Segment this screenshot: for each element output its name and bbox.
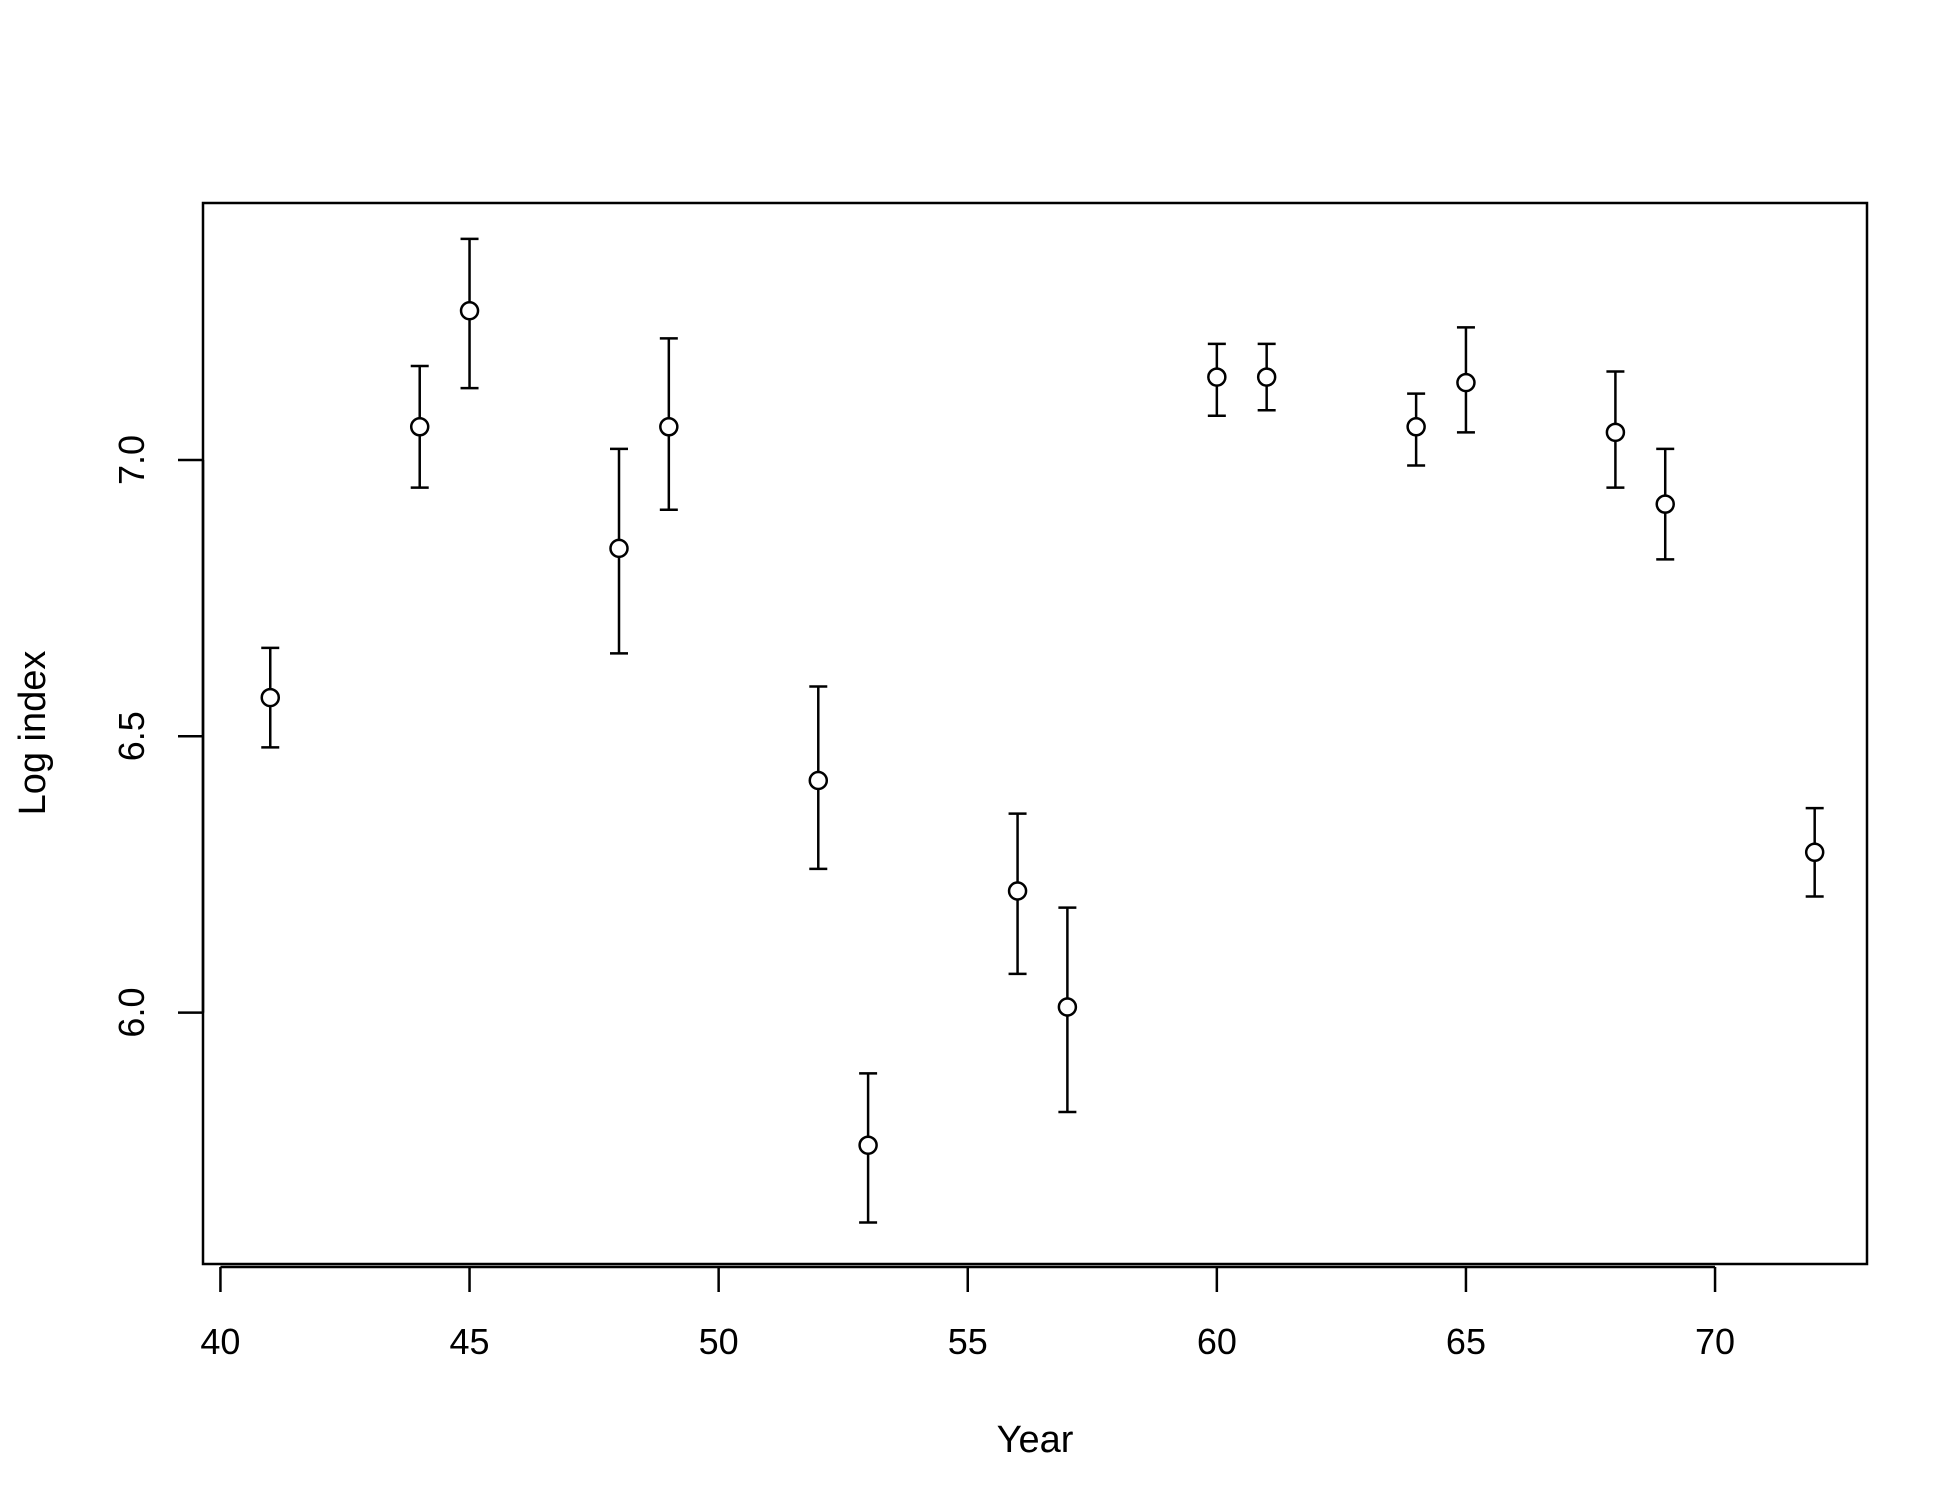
data-point: [260, 687, 281, 708]
data-point: [1605, 422, 1626, 443]
data-point: [1804, 842, 1825, 863]
x-tick-label: 60: [1197, 1321, 1237, 1362]
data-point: [858, 1135, 878, 1155]
data-point: [1655, 494, 1675, 514]
data-marks: [260, 237, 1825, 1224]
data-point: [1256, 367, 1277, 387]
data-point: [1406, 417, 1426, 437]
data-point: [1207, 367, 1227, 387]
data-point: [808, 770, 829, 791]
plot-frame: [201, 201, 1869, 1266]
y-axis-label: Log index: [12, 651, 54, 816]
data-point: [1456, 372, 1476, 393]
y-tick-label: 6.5: [111, 711, 152, 761]
x-tick-label: 45: [450, 1321, 490, 1362]
data-point: [459, 301, 480, 321]
x-axis: 40 45 50 55 60 65 70: [200, 1265, 1735, 1362]
data-point: [409, 417, 430, 437]
y-axis: 6.0 6.5 7.0: [111, 435, 205, 1038]
x-tick-label: 40: [200, 1321, 240, 1362]
data-point: [659, 417, 679, 437]
x-axis-label: Year: [997, 1419, 1074, 1461]
y-tick-label: 6.0: [111, 988, 152, 1038]
y-tick-label: 7.0: [111, 435, 152, 485]
data-point: [1057, 997, 1078, 1017]
x-tick-label: 55: [948, 1321, 988, 1362]
x-tick-label: 70: [1695, 1321, 1735, 1362]
x-tick-label: 65: [1446, 1321, 1486, 1362]
data-point: [609, 538, 629, 559]
x-tick-label: 50: [699, 1321, 739, 1362]
data-point: [1007, 881, 1028, 901]
